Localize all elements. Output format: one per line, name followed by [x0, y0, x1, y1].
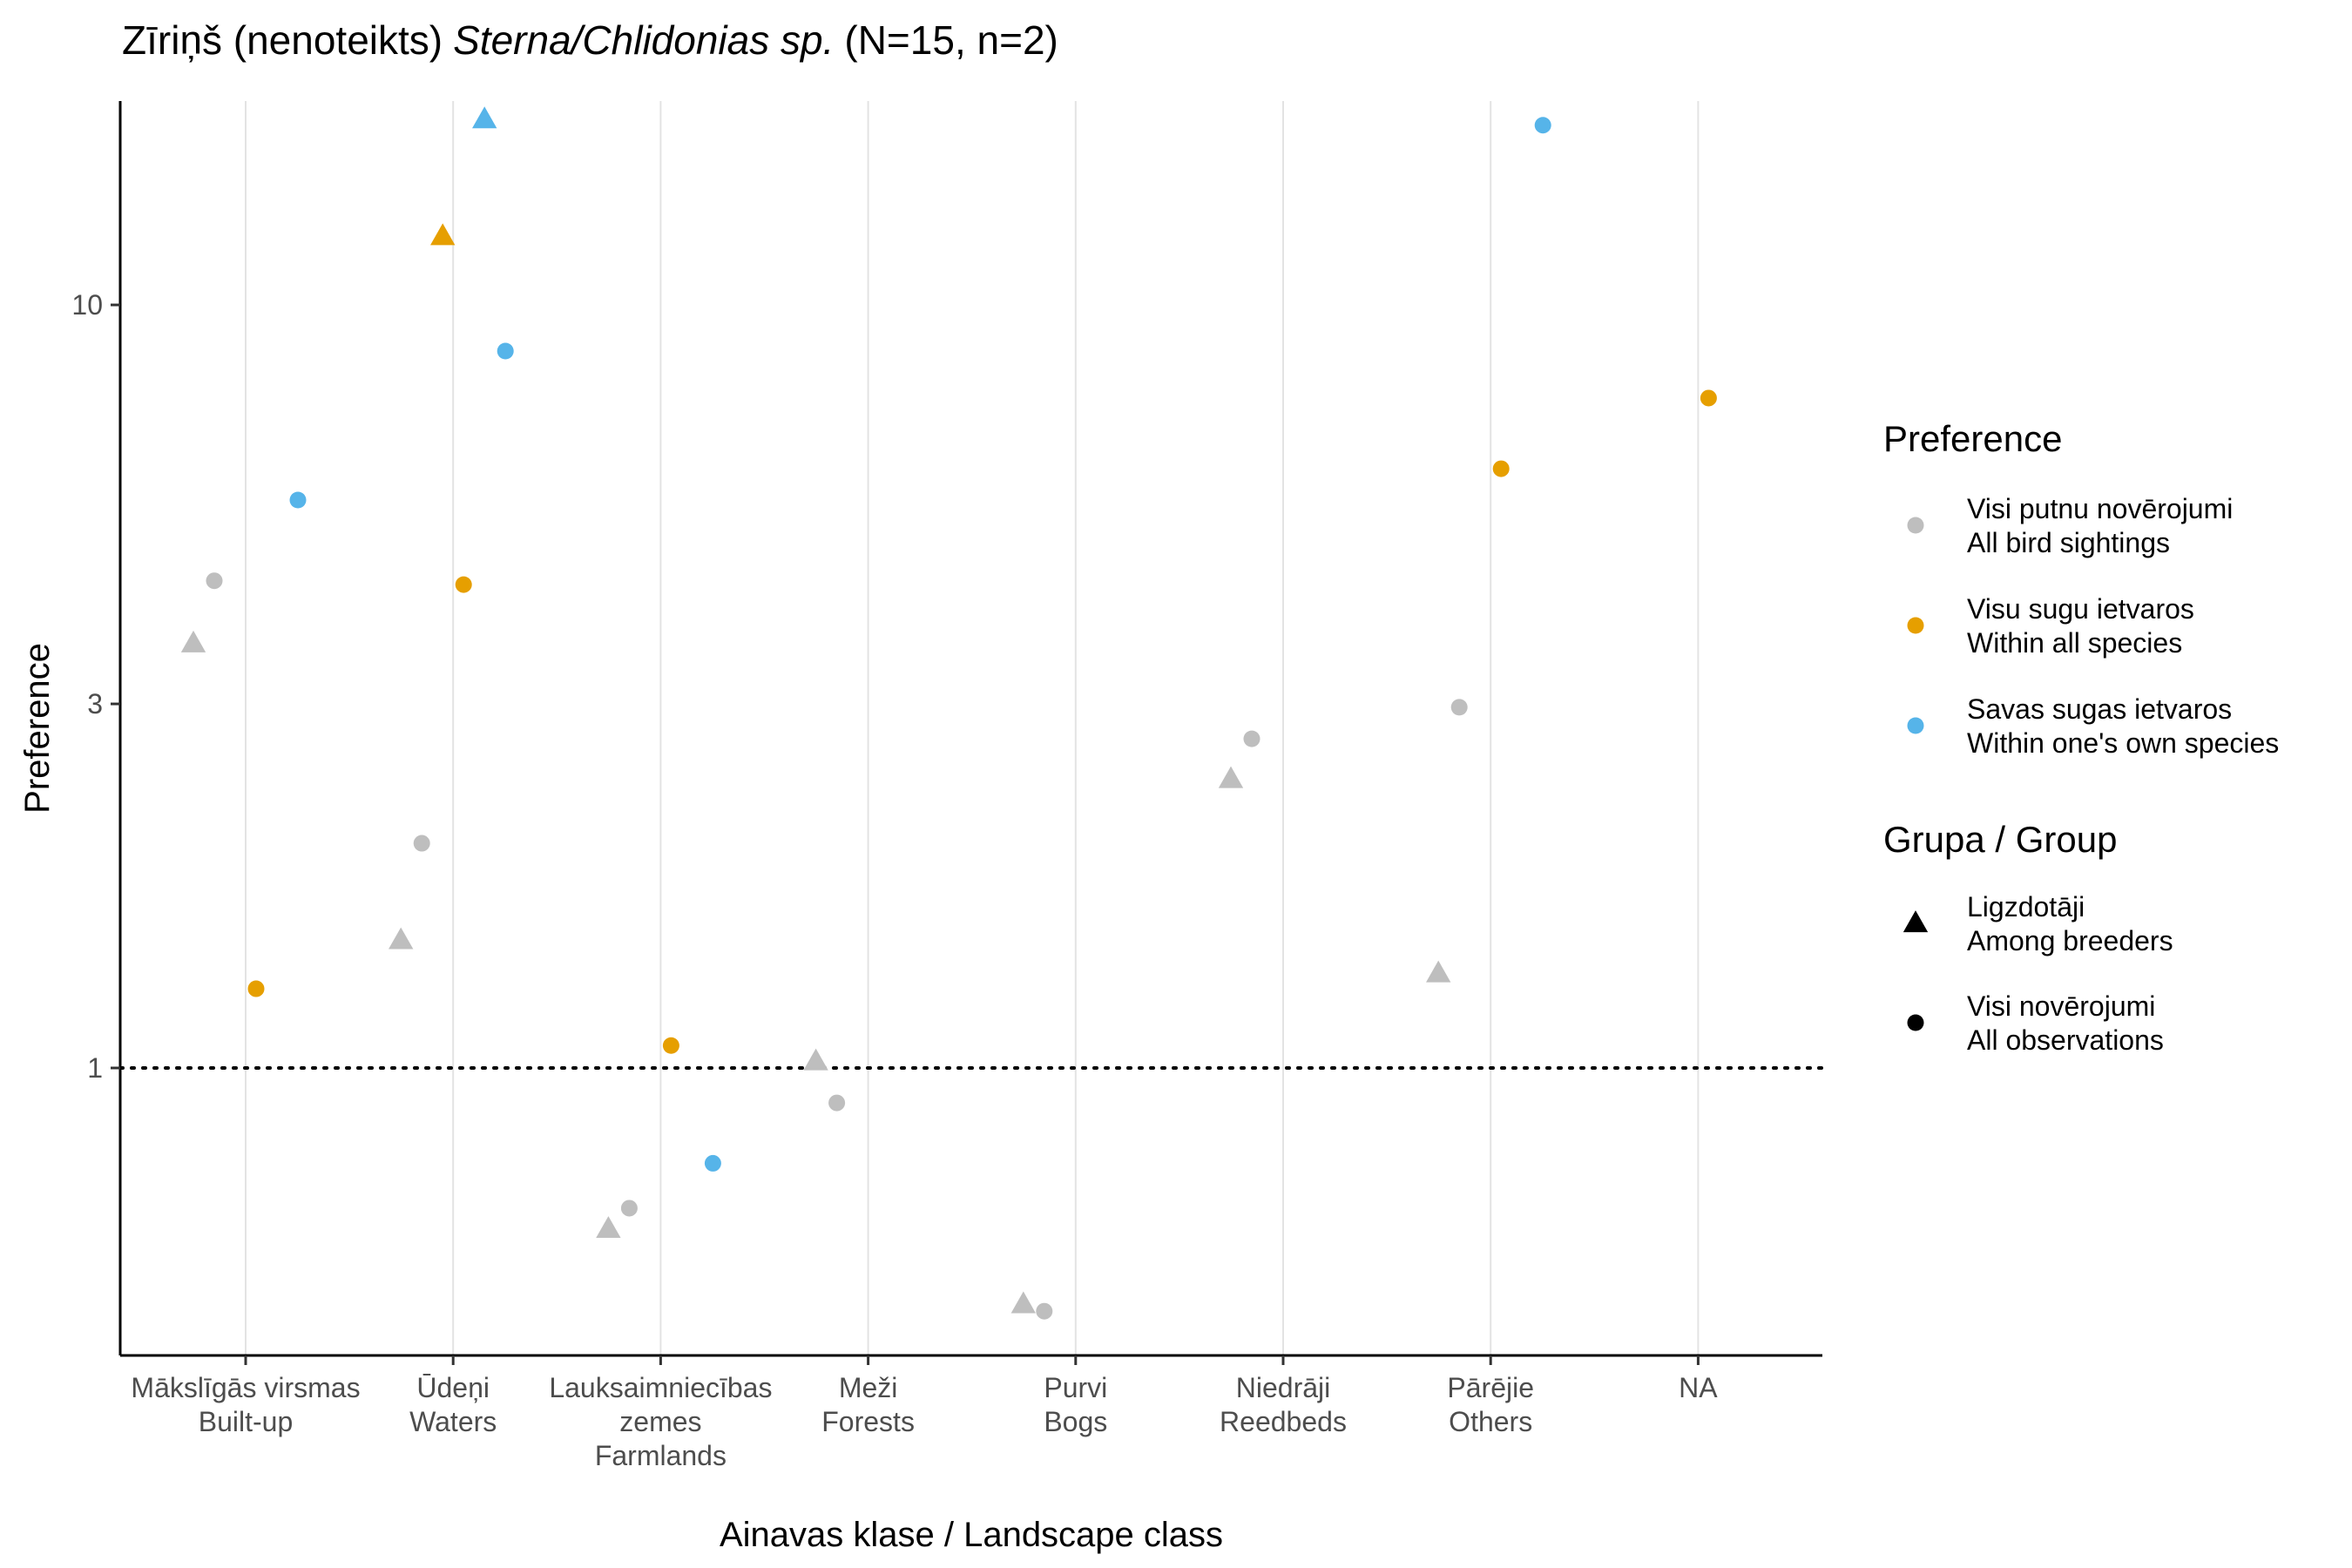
point-bogs-all_sightings-all_observations-17 — [1036, 1302, 1053, 1320]
point-reedbeds-all_sightings-all_observations-19 — [1243, 730, 1260, 747]
point-others-all_sightings-breeders-20 — [1426, 960, 1451, 983]
x-tick-label-built-up: Mākslīgās virsmas Built-up — [131, 1372, 360, 1437]
point-others-within_own_species-all_observations-23 — [1534, 117, 1551, 134]
x-tick-label-reedbeds: Niedrāji Reedbeds — [1220, 1372, 1347, 1437]
y-axis-ticks: 1 3 10 — [71, 289, 120, 1084]
point-farmlands-all_sightings-breeders-10 — [596, 1216, 621, 1239]
chart-title-suffix: (N=15, n=2) — [844, 17, 1058, 63]
point-built-up-within_all_species-all_observations-2 — [247, 980, 265, 997]
legend-label-breeders: Ligzdotāji Among breeders — [1967, 891, 2173, 956]
legend-key-all_observations — [1907, 1014, 1924, 1031]
x-tick-label-na: NA — [1679, 1372, 1718, 1403]
point-waters-all_sightings-breeders-4 — [389, 927, 414, 950]
legend-preference-items: Visi putnu novērojumi All bird sightings V… — [1907, 493, 2279, 759]
point-built-up-within_own_species-all_observations-3 — [289, 491, 307, 509]
legend-label-all_observations: Visi novērojumi All observations — [1967, 990, 2164, 1056]
legend-label-within_all_species: Visu sugu ietvaros Within all species — [1967, 593, 2194, 659]
legend-key-all_sightings — [1907, 517, 1924, 534]
legend-key-within_all_species — [1907, 617, 1924, 634]
legend-label-within_own_species: Savas sugas ietvaros Within one's own spe… — [1967, 693, 2279, 759]
point-waters-within_all_species-breeders-6 — [430, 223, 456, 246]
chart-title: Zīriņš (nenoteikts) Sterna/Chlidonias sp.… — [122, 17, 1058, 63]
chart-title-species: Sterna/Chlidonias sp. — [453, 17, 834, 63]
point-others-all_sightings-all_observations-21 — [1450, 699, 1468, 716]
legend-key-breeders — [1903, 910, 1929, 933]
legend-group-items: Ligzdotāji Among breeders Visi novērojumi A… — [1903, 891, 2173, 1056]
legend-preference-title: Preference — [1883, 418, 2062, 459]
y-tick-label-3: 3 — [87, 688, 103, 720]
data-points — [180, 106, 1717, 1320]
x-tick-label-bogs: Purvi Bogs — [1044, 1372, 1107, 1437]
point-waters-within_own_species-breeders-8 — [472, 106, 497, 129]
point-others-within_all_species-all_observations-22 — [1492, 460, 1510, 477]
legend-key-within_own_species — [1907, 717, 1924, 734]
point-reedbeds-all_sightings-breeders-18 — [1218, 766, 1244, 788]
point-farmlands-all_sightings-all_observations-11 — [620, 1200, 638, 1217]
legend: Preference Visi putnu novērojumi All bird… — [1883, 418, 2279, 1056]
point-forests-all_sightings-all_observations-15 — [828, 1094, 846, 1112]
point-bogs-all_sightings-breeders-16 — [1010, 1291, 1036, 1314]
point-forests-all_sightings-breeders-14 — [803, 1048, 828, 1071]
legend-label-all_sightings: Visi putnu novērojumi All bird sightings — [1967, 493, 2233, 558]
point-waters-all_sightings-all_observations-5 — [413, 835, 430, 852]
point-built-up-all_sightings-breeders-0 — [180, 630, 206, 652]
y-tick-label-10: 10 — [71, 289, 103, 321]
legend-group-title: Grupa / Group — [1883, 819, 2117, 860]
x-axis-ticks: Mākslīgās virsmas Built-up Ūdeņi Waters Lauk… — [131, 1355, 1718, 1471]
x-tick-label-forests: Meži Forests — [821, 1372, 915, 1437]
x-tick-label-farmlands: Lauksaimniecības zemes Farmlands — [549, 1372, 772, 1471]
x-axis-title: Ainavas klase / Landscape class — [720, 1516, 1223, 1554]
y-axis-title: Preference — [18, 643, 57, 814]
point-built-up-all_sightings-all_observations-1 — [206, 572, 223, 590]
point-na-within_all_species-all_observations-24 — [1700, 389, 1717, 407]
point-waters-within_own_species-all_observations-9 — [497, 342, 514, 360]
point-farmlands-within_all_species-all_observations-12 — [662, 1037, 679, 1054]
point-waters-within_all_species-all_observations-7 — [455, 576, 472, 593]
vertical-grid — [245, 101, 1700, 1355]
x-tick-label-others: Pārējie Others — [1447, 1372, 1534, 1437]
y-tick-label-1: 1 — [87, 1052, 103, 1084]
x-tick-label-waters: Ūdeņi Waters — [409, 1372, 497, 1437]
chart-title-prefix: Zīriņš (nenoteikts) — [122, 17, 443, 63]
point-farmlands-within_own_species-all_observations-13 — [704, 1154, 721, 1172]
